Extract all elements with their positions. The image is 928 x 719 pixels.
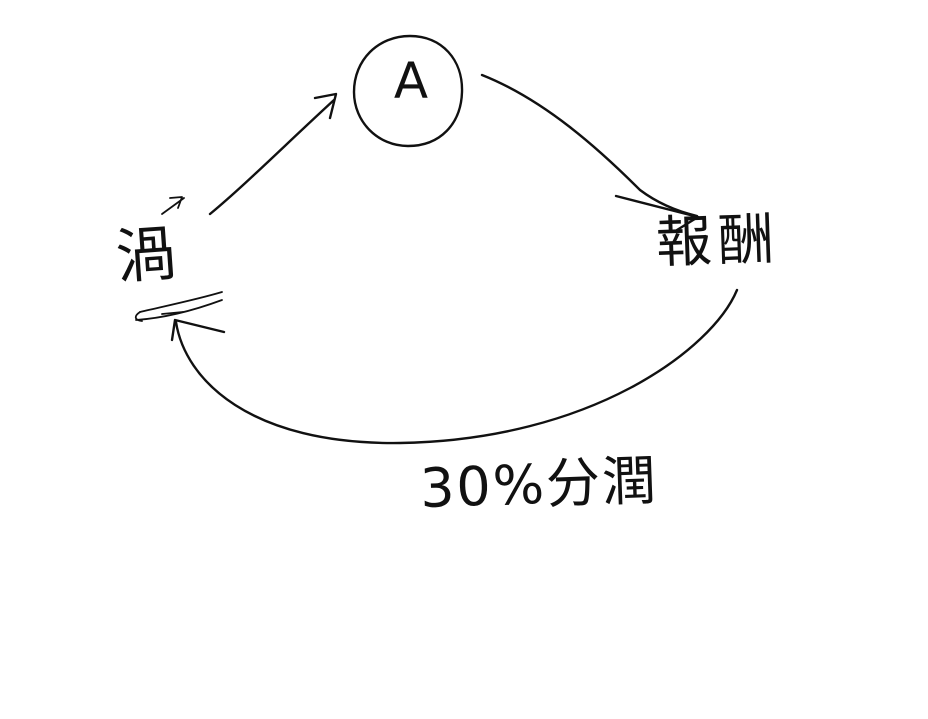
left-node-top-mark xyxy=(161,196,185,215)
arrowhead-right xyxy=(614,194,700,232)
center-node-label: A xyxy=(393,52,429,110)
edge-label-revenue-share: 30%分潤 xyxy=(418,448,660,521)
left-node-underline-pointer xyxy=(161,311,184,315)
arrowhead-left xyxy=(170,318,226,342)
edge-right-to-left xyxy=(174,288,739,445)
left-node-underline-top xyxy=(139,291,223,313)
edge-left-to-center xyxy=(208,98,336,216)
left-node-underline-loop xyxy=(134,311,143,322)
arrowhead-center xyxy=(313,92,338,120)
left-node-label: 渦 xyxy=(113,219,177,293)
center-node-circle xyxy=(352,34,464,148)
right-node-label: 報酬 xyxy=(654,206,782,277)
edge-center-to-right xyxy=(480,73,699,218)
